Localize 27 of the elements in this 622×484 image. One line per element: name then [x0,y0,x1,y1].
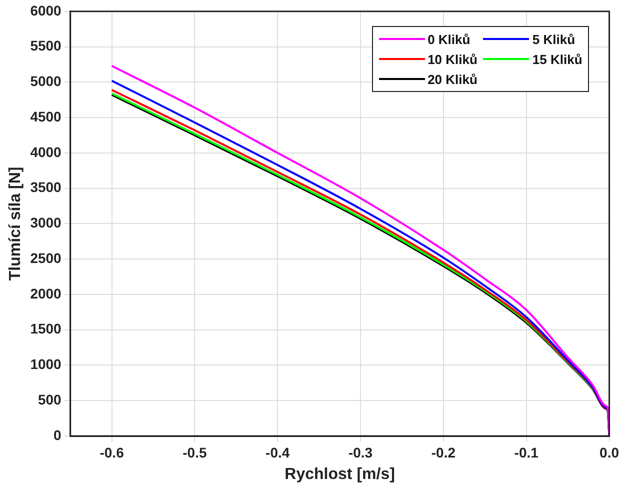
x-tick-label: -0.3 [348,444,373,460]
y-tick-label: 2500 [30,250,62,266]
y-tick-label: 6000 [30,2,62,18]
y-tick-label: 3000 [30,214,62,231]
y-tick-label: 1000 [30,356,62,372]
y-tick-label: 2000 [30,285,62,302]
x-tick-label: -0.6 [100,444,124,460]
y-tick-label: 5000 [30,73,62,90]
x-tick-label: -0.1 [514,444,539,460]
x-tick-label: 0.0 [600,444,620,460]
legend-label: 10 Kliků [428,52,478,67]
y-tick-label: 4500 [30,108,62,124]
y-tick-label: 5500 [30,38,62,54]
legend-label: 15 Kliků [532,52,582,67]
legend-label: 5 Kliků [532,32,576,47]
legend-label: 20 Kliků [428,72,478,87]
x-tick-label: -0.2 [431,444,456,460]
x-tick-label: -0.4 [266,444,290,460]
legend-label: 0 Kliků [428,32,470,47]
y-tick-label: 3500 [30,179,62,196]
y-tick-label: 4000 [30,144,62,160]
y-tick-label: 0 [54,426,62,443]
y-tick-label: 500 [38,391,62,408]
y-tick-label: 1500 [30,320,62,337]
y-axis-title: Tlumící síla [N] [7,166,24,281]
x-axis-title: Rychlost [m/s] [284,466,395,483]
x-tick-label: -0.5 [182,444,207,460]
